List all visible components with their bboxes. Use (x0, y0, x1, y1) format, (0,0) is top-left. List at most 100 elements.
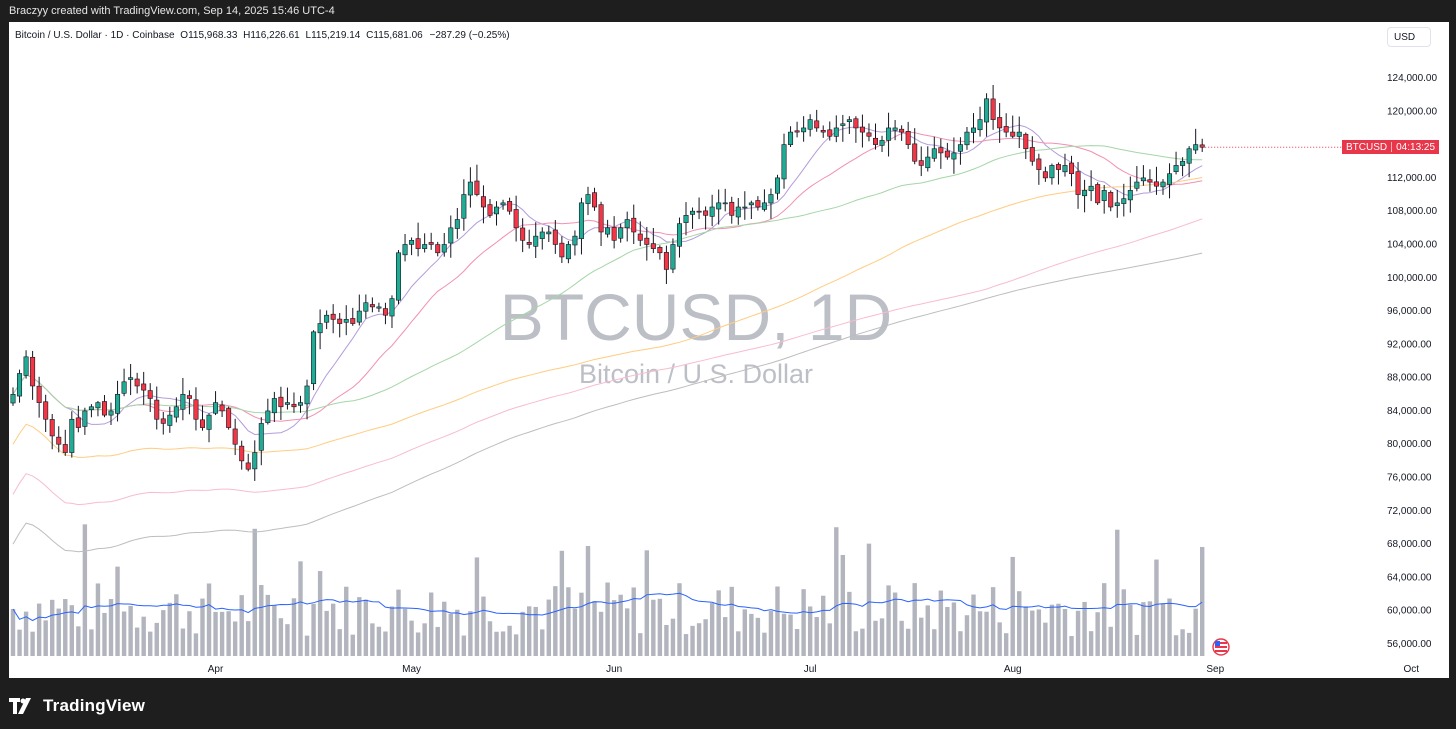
candle-body (1062, 165, 1068, 173)
candle-body (1173, 165, 1179, 172)
candle-body (533, 235, 539, 247)
candle-body (115, 393, 121, 414)
candlestick-chart[interactable]: 124,000.00120,000.00116,000.00112,000.00… (9, 22, 1449, 678)
volume-bar (141, 616, 146, 656)
volume-bar (376, 626, 382, 656)
candle-body (1003, 126, 1009, 133)
volume-bar (1075, 610, 1081, 656)
chart-panel[interactable]: 124,000.00120,000.00116,000.00112,000.00… (9, 22, 1449, 678)
candle-body (546, 231, 552, 235)
candle-body (278, 396, 284, 408)
volume-bar (259, 585, 264, 656)
volume-bar (252, 528, 257, 656)
candle-body (618, 227, 624, 239)
candle-body (311, 331, 317, 385)
candle-body (631, 217, 637, 233)
candle-body (794, 130, 800, 133)
volume-bar (644, 550, 650, 656)
candle-body (912, 143, 918, 162)
volume-bar (468, 611, 473, 656)
candle-body (768, 194, 774, 204)
candle-body (807, 119, 813, 130)
x-axis-tick-label: Jul (804, 664, 817, 675)
volume-bar (50, 599, 55, 656)
volume-bar (1115, 529, 1120, 656)
x-axis-tick-label: Apr (208, 664, 224, 675)
volume-bar (317, 571, 323, 656)
y-axis-tick-label: 60,000.00 (1387, 606, 1432, 617)
candle-body (820, 130, 826, 133)
y-axis-tick-label: 76,000.00 (1387, 473, 1432, 484)
volume-bar (716, 590, 721, 656)
y-axis-tick-label: 80,000.00 (1387, 439, 1432, 450)
candle-body (428, 242, 434, 245)
candle-body (781, 144, 787, 180)
volume-bar (63, 599, 68, 656)
volume-bar (357, 597, 362, 656)
y-axis-tick-label: 96,000.00 (1387, 306, 1432, 317)
candle-body (957, 144, 963, 152)
moving-average-line (12, 177, 1203, 458)
volume-bar (344, 586, 349, 656)
y-axis-tick-label: 124,000.00 (1387, 73, 1437, 84)
candle-body (330, 313, 336, 320)
candle-body (670, 244, 676, 270)
candle-body (827, 129, 833, 137)
candle-body (350, 318, 356, 324)
volume-bar (762, 632, 767, 656)
candle-body (1147, 179, 1153, 183)
volume-bar (442, 601, 447, 656)
candle-body (605, 227, 611, 235)
candle-body (520, 227, 526, 241)
volume-bar (396, 589, 401, 656)
volume-bar (148, 631, 153, 656)
tradingview-logo[interactable]: TradingView (9, 696, 145, 716)
volume-bar (1186, 632, 1192, 656)
candle-body (716, 202, 722, 210)
candle-body (441, 244, 447, 253)
candle-body (69, 418, 75, 453)
volume-bar (383, 631, 388, 656)
low-label: L (305, 30, 312, 41)
volume-bar (775, 586, 780, 656)
volume-bar (559, 550, 565, 656)
high-label: H (243, 30, 251, 41)
volume-bar (89, 629, 94, 656)
candle-body (487, 204, 493, 216)
candle-body (343, 319, 349, 323)
candle-body (82, 410, 88, 427)
candle-body (1010, 131, 1016, 137)
candle-body (1101, 190, 1107, 201)
candle-body (422, 244, 428, 249)
usa-flag-icon-canton (1215, 641, 1220, 646)
candle-body (258, 423, 264, 451)
candle-body (578, 202, 584, 239)
volume-bar (43, 620, 48, 656)
volume-bar (134, 627, 140, 656)
price-tag-symbol: BTCUSD (1346, 141, 1388, 153)
currency-selector[interactable]: USD (1387, 27, 1431, 47)
candle-body (219, 404, 225, 412)
candle-body (944, 150, 950, 158)
candle-body (232, 428, 238, 445)
volume-bar (17, 629, 22, 656)
candle-body (657, 247, 663, 254)
candle-body (284, 402, 290, 405)
volume-bar (1088, 631, 1094, 656)
volume-bar (513, 634, 519, 656)
volume-bar (670, 618, 676, 656)
candle-body (56, 436, 62, 445)
candle-body (872, 137, 878, 145)
candle-body (729, 201, 735, 216)
candle-body (801, 127, 807, 133)
volume-ma-line (12, 592, 1203, 622)
volume-bar (121, 611, 127, 656)
candle-body (761, 202, 767, 210)
candle-body (990, 98, 996, 120)
y-axis-tick-label: 120,000.00 (1387, 106, 1437, 117)
candle-body (879, 140, 885, 146)
volume-bar (579, 592, 584, 656)
volume-bar (873, 620, 878, 656)
candle-body (271, 398, 277, 414)
volume-bar (866, 543, 872, 656)
